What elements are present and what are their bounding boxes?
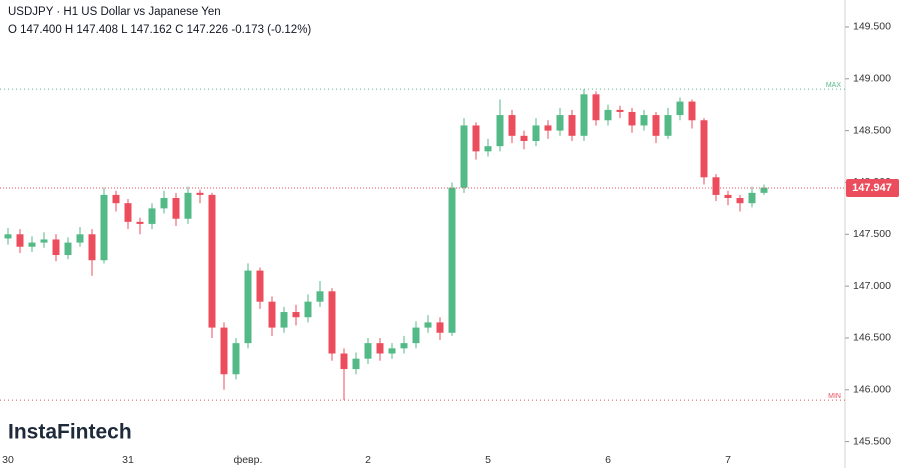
candle-body bbox=[4, 234, 12, 239]
y-tick-label: 149.500 bbox=[853, 21, 891, 33]
chart-title: USDJPY · H1 US Dollar vs Japanese Yen bbox=[8, 6, 221, 18]
candle-body bbox=[640, 115, 648, 126]
y-tick-label: 146.500 bbox=[853, 332, 891, 344]
candle-body bbox=[208, 194, 216, 328]
candle-body bbox=[412, 327, 420, 344]
candle-body bbox=[76, 234, 84, 243]
candle-body bbox=[436, 322, 444, 333]
candle-body bbox=[244, 270, 252, 344]
x-tick-label: 5 bbox=[485, 454, 491, 466]
candle-body bbox=[484, 146, 492, 152]
last-price-box bbox=[846, 178, 899, 197]
candle-body bbox=[544, 125, 552, 131]
candle-body bbox=[748, 192, 756, 204]
candle-body bbox=[280, 312, 288, 328]
candle-body bbox=[220, 327, 228, 375]
x-tick-label: 7 bbox=[725, 454, 731, 466]
y-tick-label: 147.000 bbox=[853, 280, 891, 292]
x-tick-label: 30 bbox=[2, 454, 14, 466]
candle-body bbox=[100, 194, 108, 261]
ohlc-legend: O 147.400 H 147.408 L 147.162 C 147.226 … bbox=[8, 24, 311, 36]
candle-body bbox=[148, 208, 156, 224]
level-label: MIN bbox=[828, 393, 841, 400]
candle-body bbox=[568, 115, 576, 136]
candle-body bbox=[508, 115, 516, 136]
y-tick-label: 146.000 bbox=[853, 384, 891, 396]
candle-body bbox=[160, 198, 168, 209]
y-tick-label: 148.500 bbox=[853, 124, 891, 136]
candle-body bbox=[520, 135, 528, 141]
candle-body bbox=[448, 187, 456, 333]
candle-body bbox=[652, 115, 660, 136]
candle-body bbox=[532, 125, 540, 141]
candle-body bbox=[604, 109, 612, 121]
y-tick-label: 147.500 bbox=[853, 228, 891, 240]
x-tick-label: февр. bbox=[234, 454, 263, 466]
level-label: MAX bbox=[826, 82, 842, 89]
candle-body bbox=[724, 194, 732, 199]
candle-body bbox=[700, 120, 708, 178]
candle-body bbox=[112, 194, 120, 204]
candle-body bbox=[628, 111, 636, 126]
candle-body bbox=[136, 221, 144, 224]
candle-body bbox=[316, 291, 324, 302]
candle-body bbox=[664, 115, 672, 136]
candle-body bbox=[16, 234, 24, 247]
candle-body bbox=[328, 291, 336, 354]
candle-body bbox=[352, 358, 360, 370]
candle-body bbox=[364, 343, 372, 359]
candle-body bbox=[592, 94, 600, 121]
candle-body bbox=[256, 270, 264, 302]
candle-body bbox=[340, 353, 348, 370]
last-price-label: 147.947 bbox=[852, 182, 892, 194]
candle-body bbox=[28, 242, 36, 247]
candle-body bbox=[580, 94, 588, 136]
candle-body bbox=[64, 242, 72, 256]
x-tick-label: 31 bbox=[122, 454, 134, 466]
candle-body bbox=[760, 187, 768, 193]
candle-body bbox=[496, 115, 504, 147]
candle-body bbox=[40, 239, 48, 243]
watermark: InstaFintech bbox=[8, 421, 132, 444]
candle-body bbox=[556, 115, 564, 131]
x-tick-label: 6 bbox=[605, 454, 611, 466]
candle-body bbox=[688, 101, 696, 121]
candle-body bbox=[400, 343, 408, 349]
candle-body bbox=[232, 343, 240, 375]
candle-body bbox=[172, 198, 180, 219]
y-tick-label: 149.000 bbox=[853, 73, 891, 85]
candle-body bbox=[124, 203, 132, 222]
y-tick-label: 145.500 bbox=[853, 435, 891, 447]
candle-body bbox=[88, 234, 96, 261]
candle-body bbox=[304, 301, 312, 318]
x-tick-label: 2 bbox=[365, 454, 371, 466]
candle-body bbox=[184, 192, 192, 219]
candle-body bbox=[52, 239, 60, 256]
candle-body bbox=[388, 348, 396, 354]
candle-body bbox=[616, 109, 624, 112]
candle-body bbox=[736, 198, 744, 204]
candle-body bbox=[424, 322, 432, 328]
candle-body bbox=[196, 192, 204, 195]
candle-body bbox=[460, 125, 468, 188]
candle-body bbox=[376, 343, 384, 354]
candle-body bbox=[268, 301, 276, 328]
candle-body bbox=[676, 101, 684, 116]
candle-body bbox=[712, 177, 720, 195]
candle-body bbox=[472, 125, 480, 152]
candle-body bbox=[292, 312, 300, 318]
